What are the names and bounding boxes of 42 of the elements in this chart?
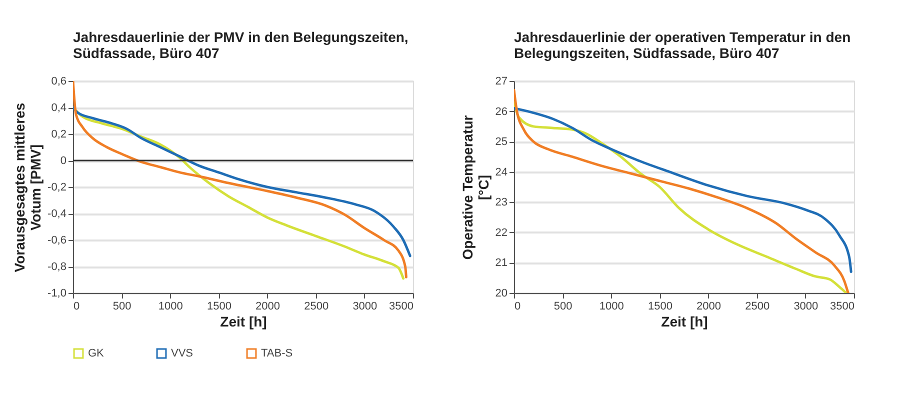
x-tick-label: 3000: [794, 300, 818, 312]
y-tick-label: -0,4: [48, 208, 66, 220]
x-axis-title: Zeit [h]: [661, 314, 708, 330]
x-tick-label: 3000: [352, 300, 378, 312]
x-tick-label: 1000: [599, 300, 624, 312]
x-tick-label: 500: [554, 300, 572, 312]
y-tick-label: 23: [495, 196, 508, 209]
x-tick-label: 1500: [648, 300, 672, 312]
y-tick-label: 0: [60, 155, 66, 167]
y-tick-label: 24: [495, 166, 508, 178]
y-tick-label: -0,2: [48, 182, 66, 194]
y-tick-label: 22: [495, 226, 508, 239]
y-tick-label: -1,0: [48, 288, 66, 300]
x-tick-label: 1000: [158, 300, 183, 312]
y-axis-title: Vorausgesagtes mittleres Votum [PMV]: [12, 102, 44, 272]
y-tick-label: 20: [495, 288, 508, 300]
x-axis-title: Zeit [h]: [220, 314, 267, 330]
x-tick-label: 2500: [745, 300, 770, 312]
x-tick-label: 1500: [206, 300, 232, 312]
y-tick-label: -0,8: [48, 261, 66, 273]
y-tick-label: 0,4: [51, 102, 66, 114]
chart-title: Jahresdauerlinie der PMV in den Belegungszeiten, Südfassade, Büro 407: [73, 29, 408, 61]
legend-label: TAB-S: [261, 348, 293, 360]
x-tick-label: 500: [112, 300, 132, 312]
chart-title: Jahresdauerlinie der operativen Temperatur in den Belegungszeiten, Südfassade, Büro 407: [514, 29, 851, 61]
x-tick-label: 2000: [696, 300, 722, 312]
y-tick-label: 25: [495, 136, 508, 148]
legend-label: VVS: [171, 348, 194, 360]
x-tick-label: 2500: [304, 300, 329, 312]
y-tick-label: 0,2: [51, 128, 66, 140]
y-axis-title: Operative Temperatur [°C]: [459, 114, 492, 260]
y-tick-label: 27: [495, 76, 508, 88]
legend-label: GK: [88, 348, 105, 360]
y-tick-label: 0,6: [51, 76, 66, 88]
x-tick-label: 3500: [830, 300, 854, 312]
y-tick-label: 26: [495, 106, 508, 118]
x-tick-label: 0: [74, 300, 80, 312]
y-tick-label: -0,6: [48, 234, 66, 246]
y-tick-label: 21: [495, 257, 508, 270]
x-tick-label: 3500: [389, 300, 414, 312]
x-tick-label: 0: [514, 300, 521, 312]
x-tick-label: 2000: [256, 300, 280, 312]
